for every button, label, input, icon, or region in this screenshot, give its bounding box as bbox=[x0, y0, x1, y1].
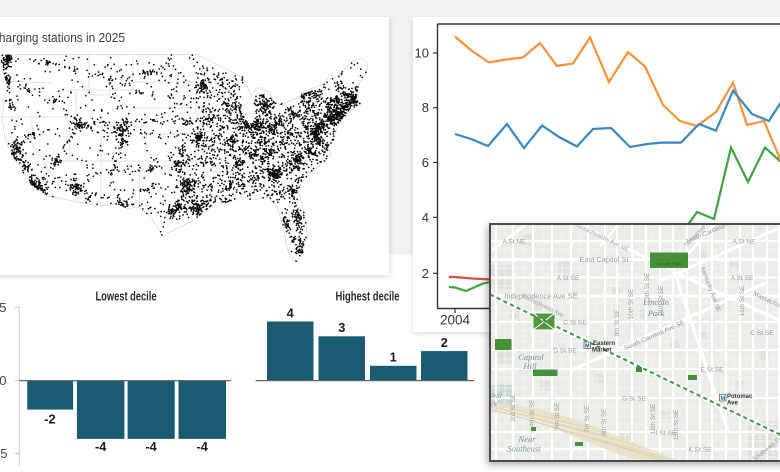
svg-text:Near: Near bbox=[518, 434, 537, 444]
svg-text:Capitol: Capitol bbox=[518, 352, 544, 362]
svg-text:Lincoln Park: Lincoln Park bbox=[656, 262, 682, 267]
svg-text:16th St SE: 16th St SE bbox=[739, 286, 746, 317]
svg-text:Independence Ave SE: Independence Ave SE bbox=[504, 292, 577, 301]
svg-text:A St SE: A St SE bbox=[557, 275, 580, 282]
svg-text:3rd St SE: 3rd St SE bbox=[510, 394, 517, 421]
svg-text:2: 2 bbox=[422, 266, 429, 281]
svg-text:14th St SE: 14th St SE bbox=[658, 286, 665, 317]
svg-text:Park: Park bbox=[647, 308, 665, 318]
svg-text:-5: -5 bbox=[0, 446, 8, 461]
svg-text:I St SE: I St SE bbox=[656, 430, 677, 437]
svg-text:A St NE: A St NE bbox=[732, 239, 756, 246]
svg-text:9th St SE: 9th St SE bbox=[614, 310, 621, 337]
svg-text:rk: rk bbox=[491, 400, 498, 408]
svg-text:D St SE: D St SE bbox=[553, 348, 577, 355]
svg-text:8th St SE: 8th St SE bbox=[601, 409, 608, 436]
svg-text:M: M bbox=[585, 343, 590, 349]
svg-text:10: 10 bbox=[415, 45, 429, 60]
svg-text:C St SE: C St SE bbox=[750, 330, 774, 337]
svg-text:8: 8 bbox=[422, 100, 429, 115]
svg-text:Market: Market bbox=[592, 348, 611, 354]
svg-text:2: 2 bbox=[441, 335, 448, 350]
svg-text:C St SE: C St SE bbox=[563, 320, 587, 327]
svg-text:-2: -2 bbox=[44, 411, 55, 426]
svg-text:12th St SE: 12th St SE bbox=[650, 404, 657, 435]
svg-text:G St SE: G St SE bbox=[622, 396, 646, 403]
svg-text:Lincoln: Lincoln bbox=[642, 297, 669, 307]
svg-text:15th St SE: 15th St SE bbox=[673, 410, 680, 441]
svg-text:East Capitol St: East Capitol St bbox=[580, 255, 629, 264]
svg-text:E St SE: E St SE bbox=[700, 367, 724, 374]
svg-text:Ave: Ave bbox=[727, 401, 738, 407]
svg-text:7th St SE: 7th St SE bbox=[584, 406, 591, 433]
svg-text:Hill: Hill bbox=[522, 361, 537, 371]
svg-text:A St NE: A St NE bbox=[502, 239, 526, 246]
svg-text:-4: -4 bbox=[95, 439, 107, 454]
svg-text:2004: 2004 bbox=[440, 313, 471, 328]
svg-text:4th St SE: 4th St SE bbox=[529, 400, 536, 427]
svg-text:1: 1 bbox=[390, 350, 397, 365]
svg-text:13th St SE: 13th St SE bbox=[644, 273, 651, 304]
svg-text:ield: ield bbox=[491, 392, 502, 400]
svg-text:K St SE: K St SE bbox=[688, 447, 712, 454]
svg-text:-4: -4 bbox=[145, 439, 157, 454]
svg-text:3: 3 bbox=[338, 320, 345, 335]
svg-text:A St SE: A St SE bbox=[731, 275, 754, 282]
svg-text:-4: -4 bbox=[197, 439, 209, 454]
svg-text:0: 0 bbox=[0, 373, 7, 388]
svg-text:5: 5 bbox=[0, 300, 7, 315]
svg-text:M: M bbox=[720, 396, 725, 402]
svg-text:Southeast: Southeast bbox=[507, 444, 541, 454]
svg-text:Highest decile: Highest decile bbox=[336, 288, 400, 303]
svg-text:4: 4 bbox=[422, 210, 429, 225]
svg-text:Lowest decile: Lowest decile bbox=[96, 288, 157, 303]
svg-text:6: 6 bbox=[422, 155, 429, 170]
svg-text:10th St SE: 10th St SE bbox=[628, 289, 635, 320]
svg-text:Potomac: Potomac bbox=[727, 394, 753, 400]
svg-text:4: 4 bbox=[287, 305, 295, 320]
svg-text:Eastern: Eastern bbox=[593, 341, 615, 347]
svg-text:6th St SE: 6th St SE bbox=[554, 403, 561, 430]
